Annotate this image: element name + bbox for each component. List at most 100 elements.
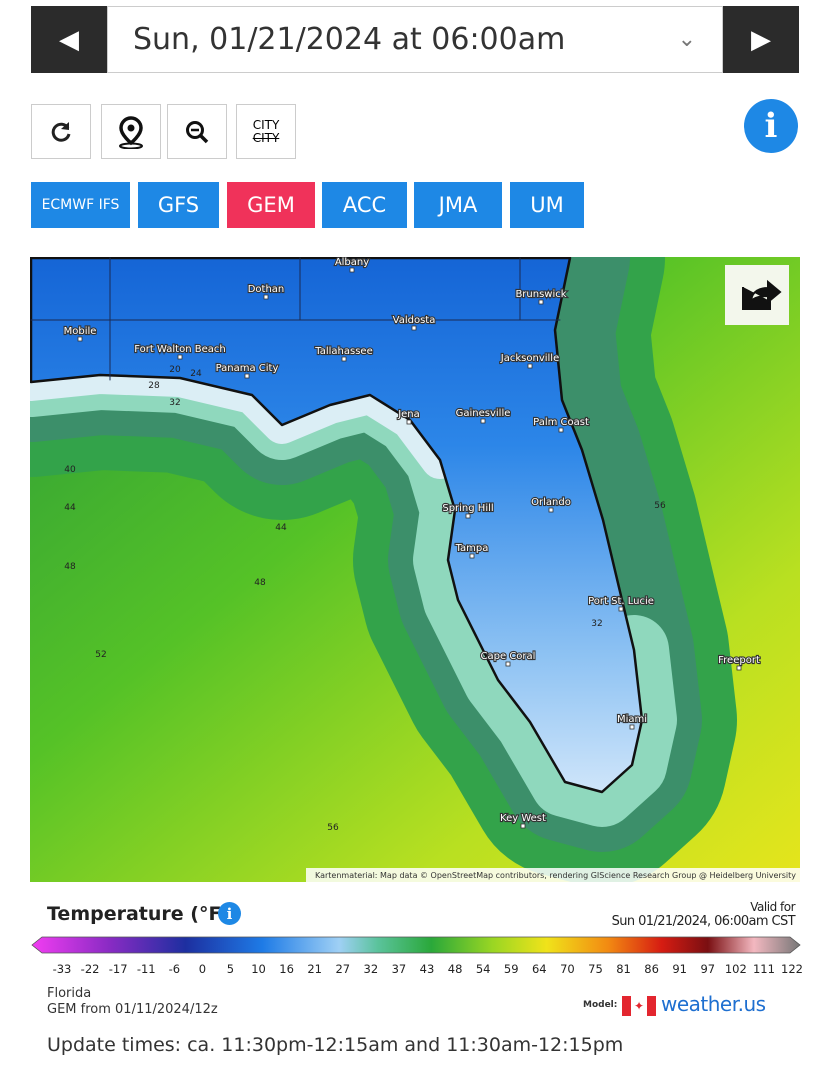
city-dot — [465, 513, 471, 519]
brand: weather.us — [661, 992, 766, 1016]
dropdown-icon: ⌄ — [677, 27, 696, 52]
city-label: Spring Hill — [442, 503, 493, 514]
model-label: Model: — [583, 1000, 618, 1010]
model-tab[interactable]: ECMWF IFS — [31, 182, 130, 228]
contour-label: 32 — [591, 619, 602, 629]
contour-label: 28 — [148, 381, 160, 391]
city-dot — [548, 507, 554, 513]
city-label: Freeport — [718, 655, 760, 666]
scale-tick-label: -6 — [169, 962, 180, 976]
info-button[interactable]: i — [744, 99, 798, 153]
scale-tick-label: 86 — [644, 962, 659, 976]
map-labels: Albany Dothan Brunswick Valdosta Mobile Fort … — [62, 257, 761, 833]
city-dot — [520, 823, 526, 829]
scale-tick-label: -22 — [81, 962, 100, 976]
city-label: Dothan — [248, 284, 285, 295]
contour-label: 32 — [169, 398, 180, 408]
share-button[interactable] — [725, 265, 789, 325]
contour-label: 48 — [254, 578, 266, 588]
contour-label: 48 — [64, 562, 76, 572]
city-toggle[interactable]: CITY CITY — [236, 104, 296, 159]
date-select[interactable]: Sun, 01/21/2024 at 06:00am ⌄ — [107, 6, 723, 73]
scale-tick-label: 70 — [560, 962, 575, 976]
city-dot — [244, 373, 250, 379]
city-label: Jacksonville — [500, 353, 559, 364]
scale-tick-label: 102 — [725, 962, 747, 976]
city-label: Brunswick — [515, 289, 566, 300]
scale-tick-label: 21 — [307, 962, 322, 976]
contour-label: 44 — [64, 503, 76, 513]
city-label: CITY — [252, 117, 280, 132]
scale-tick-label: 111 — [753, 962, 775, 976]
pin-icon — [119, 115, 143, 149]
city-dot — [349, 267, 355, 273]
city-label: Port St. Lucie — [588, 596, 654, 607]
scale-tick-label: 97 — [700, 962, 715, 976]
model-tab[interactable]: ACC — [322, 182, 407, 228]
city-label: Mobile — [64, 326, 97, 337]
city-dot — [629, 724, 635, 730]
model-tab[interactable]: GFS — [138, 182, 219, 228]
contour-label: 56 — [327, 823, 339, 833]
city-label: Orlando — [531, 497, 571, 508]
legend-title: Temperature (°F) — [47, 903, 231, 925]
city-label: Panama City — [216, 363, 279, 374]
city-dot — [263, 294, 269, 300]
city-label: Valdosta — [393, 315, 436, 326]
contour-label: 52 — [95, 650, 106, 660]
city-dot — [406, 419, 412, 425]
scale-tick-label: 75 — [588, 962, 603, 976]
city-label: Tampa — [455, 543, 489, 554]
region: Florida — [47, 986, 92, 1001]
city-label: Palm Coast — [533, 417, 589, 428]
scale-tick-label: -17 — [109, 962, 128, 976]
legend-info[interactable]: i — [218, 902, 241, 925]
prev-button[interactable]: ◀ — [31, 6, 107, 73]
city-dot — [77, 336, 83, 342]
scale-tick-label: 16 — [279, 962, 294, 976]
next-button[interactable]: ▶ — [723, 6, 799, 73]
city-dot — [736, 665, 742, 671]
scale-tick-label: 81 — [616, 962, 631, 976]
model-tab[interactable]: UM — [510, 182, 584, 228]
city-label: Key West — [500, 813, 546, 824]
update-times: Update times: ca. 11:30pm-12:15am and 11… — [47, 1034, 624, 1056]
city-struck-label: CITY — [252, 130, 280, 145]
zoom-icon — [186, 120, 209, 143]
city-dot — [480, 418, 486, 424]
run-info: GEM from 01/11/2024/12z — [47, 1002, 218, 1017]
location-button[interactable] — [101, 104, 161, 159]
color-scale: -33 -22 -17 -11 -6 0 5 10 16 21 27 32 37 43 48 54 59 64 70… — [31, 936, 802, 976]
city-label: Miami — [617, 714, 647, 725]
city-label: Jena — [397, 409, 420, 420]
scale-tick-label: -33 — [53, 962, 72, 976]
share-icon — [742, 279, 782, 310]
scale-tick-label: 5 — [227, 962, 234, 976]
scale-tick-label: 48 — [448, 962, 463, 976]
city-dot — [558, 427, 564, 433]
city-dot — [341, 356, 347, 362]
refresh-icon — [51, 121, 71, 142]
contour-label: 56 — [654, 501, 666, 511]
attribution-bg — [306, 868, 800, 882]
city-label: Cape Coral — [481, 651, 536, 662]
scale-tick-label: 27 — [335, 962, 350, 976]
city-dot — [411, 325, 417, 331]
canada-flag: ✦ — [622, 996, 656, 1016]
refresh-button[interactable] — [31, 104, 91, 159]
map: Albany Dothan Brunswick Valdosta Mobile Fort … — [30, 257, 800, 882]
city-label: Albany — [335, 257, 369, 268]
attribution: Kartenmaterial: Map data © OpenStreetMap… — [315, 871, 796, 880]
contour-label: 20 — [169, 365, 181, 375]
city-label: Fort Walton Beach — [134, 344, 225, 355]
date-text: Sun, 01/21/2024 at 06:00am — [133, 22, 566, 57]
scale-tick-label: -11 — [137, 962, 156, 976]
scale-tick-label: 32 — [364, 962, 379, 976]
contour-label: 40 — [64, 465, 76, 475]
zoom-button[interactable] — [167, 104, 227, 159]
model-tab[interactable]: JMA — [414, 182, 502, 228]
coast-bands — [30, 257, 737, 882]
city-label: Tallahassee — [314, 346, 372, 357]
model-tab[interactable]: GEM — [227, 182, 315, 228]
